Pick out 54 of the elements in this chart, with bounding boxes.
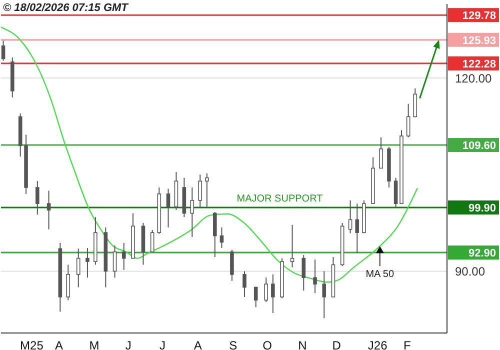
candlestick xyxy=(190,186,194,238)
candlestick xyxy=(379,136,383,169)
candlestick xyxy=(355,203,360,254)
candlestick xyxy=(242,270,246,298)
ref-line-label: 99.90 xyxy=(468,202,496,214)
line-series xyxy=(1,26,418,283)
candlestick xyxy=(213,211,217,258)
x-tick-label: A xyxy=(55,338,64,350)
x-tick-label: M25 xyxy=(20,338,44,350)
candlestick xyxy=(254,286,258,308)
x-tick-label: J26 xyxy=(368,338,388,350)
annotation: MA 50 xyxy=(366,269,394,280)
candlestick xyxy=(394,177,398,208)
candlestick xyxy=(66,264,70,301)
ref-line-label: 129.78 xyxy=(462,10,496,22)
candlestick xyxy=(86,248,90,278)
candlestick xyxy=(76,248,80,288)
x-tick-label: M xyxy=(89,338,100,350)
candlestick xyxy=(166,188,170,228)
candlestick xyxy=(302,254,306,292)
candlestick xyxy=(230,249,234,282)
candlestick xyxy=(36,180,40,216)
candlestick xyxy=(220,226,224,249)
candlestick xyxy=(198,174,202,209)
y-tick-label: 90.00 xyxy=(455,264,486,278)
candlestick xyxy=(290,224,294,268)
candlestick xyxy=(205,172,209,208)
ref-line-label: 125.93 xyxy=(462,34,496,47)
candlestick xyxy=(1,40,6,62)
annotation: MAJOR SUPPORT xyxy=(236,193,323,204)
candlestick xyxy=(313,259,317,294)
candlestick xyxy=(150,229,154,252)
candlestick xyxy=(264,277,268,303)
x-tick-label: F xyxy=(404,338,411,350)
candlestick xyxy=(271,274,275,314)
candlestick xyxy=(122,242,126,270)
ref-line-label: 92.90 xyxy=(468,248,496,260)
chart-title: © 18/02/2026 07:15 GMT xyxy=(3,2,130,14)
x-tick-label: J xyxy=(160,338,166,350)
x-tick-label: O xyxy=(262,338,272,350)
candlestick xyxy=(348,200,352,234)
x-tick-label: D xyxy=(332,338,342,350)
candlestick xyxy=(406,103,410,138)
candlestick xyxy=(46,190,51,230)
x-tick-label: N xyxy=(298,338,307,350)
candlestick xyxy=(322,270,326,319)
ref-line-label: 122.28 xyxy=(462,58,496,70)
y-tick-label: 120.00 xyxy=(455,71,492,86)
x-tick-label: J xyxy=(125,338,132,350)
candlestick xyxy=(413,88,418,118)
x-tick-label: A xyxy=(194,338,202,350)
x-tick-label: S xyxy=(229,338,238,350)
candlestick xyxy=(112,244,117,278)
ref-line-label: 109.60 xyxy=(462,140,496,152)
